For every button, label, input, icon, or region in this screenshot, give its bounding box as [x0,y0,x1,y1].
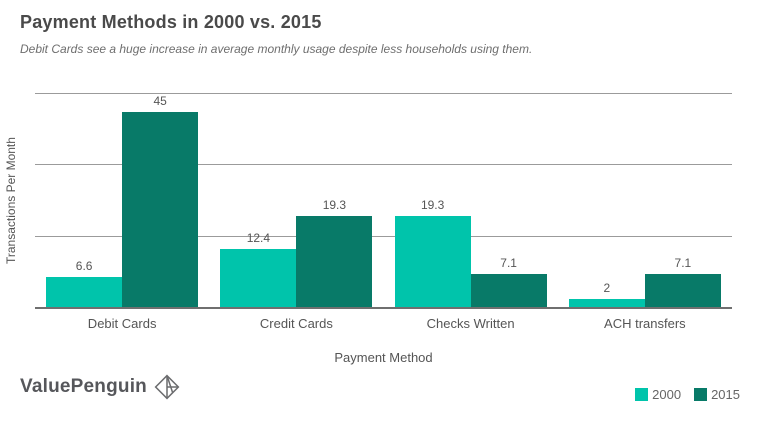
legend-item-2000: 2000 [635,387,681,402]
bar-group: 2 7.1 [568,94,721,308]
bar-2015-checks-written [470,274,547,308]
bar-group: 6.6 45 [46,94,199,308]
bar-column: 45 [122,94,199,308]
bar-2015-credit-cards [296,216,373,308]
x-axis-tick-label: ACH transfers [604,316,686,331]
x-axis-tick-label: Credit Cards [259,316,333,331]
gridline [35,235,732,237]
x-axis-title: Payment Method [334,350,433,365]
chart-title: Payment Methods in 2000 vs. 2015 [20,12,322,32]
x-axis-tick-label: Checks Written [426,316,515,331]
bar-2000-debit-cards [46,276,123,308]
bar-column: 7.1 [644,94,721,308]
brand-logo-text: ValuePenguin [20,376,147,397]
bar-group: 19.3 7.1 [394,94,547,308]
x-axis-tick-labels: Debit Cards Credit Cards Checks Written ACH… [35,316,732,334]
bar-2015-ach-transfers [644,274,721,308]
bar-value-label: 19.3 [322,198,347,213]
bar-column: 6.6 [46,94,123,308]
bar-column: 19.3 [394,94,471,308]
x-axis-line [35,307,732,309]
legend-swatch [694,388,708,401]
bar-2000-ach-transfers [568,298,645,308]
x-axis-tick-label: Debit Cards [87,316,157,331]
bar-column: 2 [568,94,645,308]
legend-swatch [635,388,649,401]
plot-area: 6.6 45 12.4 19.3 19.3 7.1 2 7.1 [35,93,732,309]
bar-value-label: 45 [153,94,167,108]
legend: 2000 2015 [635,387,740,402]
legend-label: 2015 [711,387,740,402]
bar-value-label: 6.6 [75,258,93,273]
y-axis-title: Transactions Per Month [4,137,18,265]
bar-value-label: 7.1 [674,256,692,271]
brand-logo: ValuePenguin [20,374,180,400]
chart-subtitle: Debit Cards see a huge increase in avera… [20,42,533,56]
legend-label: 2000 [652,387,682,402]
bar-2000-checks-written [394,216,471,308]
bar-group: 12.4 19.3 [220,94,373,308]
bar-value-label: 12.4 [246,231,271,246]
bar-column: 12.4 [220,94,297,308]
gridline [35,164,732,166]
origami-penguin-icon [154,374,180,400]
bar-2000-credit-cards [220,249,297,308]
legend-item-2015: 2015 [694,387,740,402]
bar-column: 19.3 [296,94,373,308]
gridline [35,93,732,94]
bar-value-label: 2 [603,280,611,295]
bar-column: 7.1 [470,94,547,308]
bar-value-label: 7.1 [500,256,517,271]
bar-value-label: 19.3 [420,198,445,213]
bar-2015-debit-cards [122,112,199,308]
